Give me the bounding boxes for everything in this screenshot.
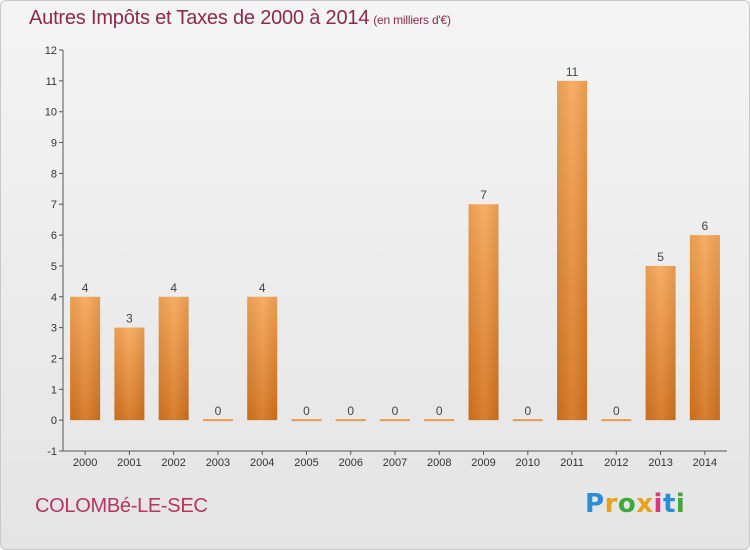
x-tick-label-2008: 2008 (427, 457, 451, 469)
value-label-2014: 6 (702, 219, 709, 233)
bar-shade-2009 (468, 204, 499, 421)
x-tick-label-2002: 2002 (161, 457, 185, 469)
bars: 4 3 4 0 4 0 0 0 0 7 0 11 0 5 6 (70, 65, 720, 422)
value-label-2000: 4 (82, 281, 89, 295)
bar-shade-2014 (689, 235, 720, 421)
bar-2010 (512, 419, 543, 422)
y-tick-label: 8 (51, 168, 57, 180)
x-tick-label-2014: 2014 (693, 457, 717, 469)
chart-title: Autres Impôts et Taxes de 2000 à 2014 (en… (29, 7, 451, 30)
bar-shade-2013 (645, 265, 676, 421)
x-tick-label-2013: 2013 (648, 457, 672, 469)
x-tick-label-2012: 2012 (604, 457, 628, 469)
value-label-2012: 0 (613, 404, 620, 418)
y-tick-label: -1 (47, 446, 57, 458)
bar-shade-2004 (247, 296, 278, 421)
town-name: COLOMBé-LE-SEC (35, 495, 208, 517)
value-label-2009: 7 (480, 188, 487, 202)
value-label-2006: 0 (347, 404, 354, 418)
x-tick-label-2005: 2005 (294, 457, 318, 469)
bar-2006 (335, 419, 366, 422)
y-tick-label: 11 (46, 76, 57, 88)
y-tick-label: 7 (51, 199, 57, 211)
y-tick-label: 0 (51, 415, 57, 427)
bar-shade-2001 (114, 327, 145, 421)
title-text: Autres Impôts et Taxes de 2000 à 2014 (29, 7, 370, 29)
x-tick-label-2004: 2004 (250, 457, 274, 469)
y-tick-label: 5 (51, 261, 57, 273)
value-label-2004: 4 (259, 281, 266, 295)
title-unit: (en milliers d'€) (373, 13, 451, 27)
bar-shade-2011 (557, 80, 588, 421)
bar-2012 (601, 419, 632, 422)
value-label-2007: 0 (392, 404, 399, 418)
y-tick-label: 3 (51, 323, 57, 335)
x-tick-label-2006: 2006 (338, 457, 362, 469)
x-tick-label-2000: 2000 (73, 457, 97, 469)
bar-2003 (202, 419, 233, 422)
value-label-2002: 4 (170, 281, 177, 295)
y-tick-label: 12 (45, 45, 57, 57)
y-tick-label: 6 (51, 230, 57, 242)
x-tick-label-2010: 2010 (516, 457, 540, 469)
y-tick-label: 10 (45, 107, 57, 119)
value-label-2003: 0 (215, 404, 222, 418)
value-label-2010: 0 (524, 404, 531, 418)
x-tick-label-2001: 2001 (117, 457, 141, 469)
y-tick-label: 2 (51, 353, 57, 365)
y-tick-label: 1 (51, 384, 57, 396)
value-label-2005: 0 (303, 404, 310, 418)
y-tick-label: 4 (51, 292, 57, 304)
bar-2008 (424, 419, 455, 422)
bar-shade-2002 (158, 296, 189, 421)
x-tick-label-2011: 2011 (560, 457, 584, 469)
bar-shade-2000 (70, 296, 101, 421)
value-label-2011: 11 (566, 65, 579, 79)
proxiti-logo: Proxiti (585, 489, 686, 519)
x-tick-label-2007: 2007 (383, 457, 407, 469)
value-label-2008: 0 (436, 404, 443, 418)
x-tick-label-2009: 2009 (471, 457, 495, 469)
bar-2007 (380, 419, 410, 422)
bar-2005 (291, 419, 322, 422)
x-tick-label-2003: 2003 (206, 457, 230, 469)
value-label-2001: 3 (126, 312, 133, 326)
y-tick-label: 9 (51, 138, 57, 150)
value-label-2013: 5 (657, 250, 664, 264)
